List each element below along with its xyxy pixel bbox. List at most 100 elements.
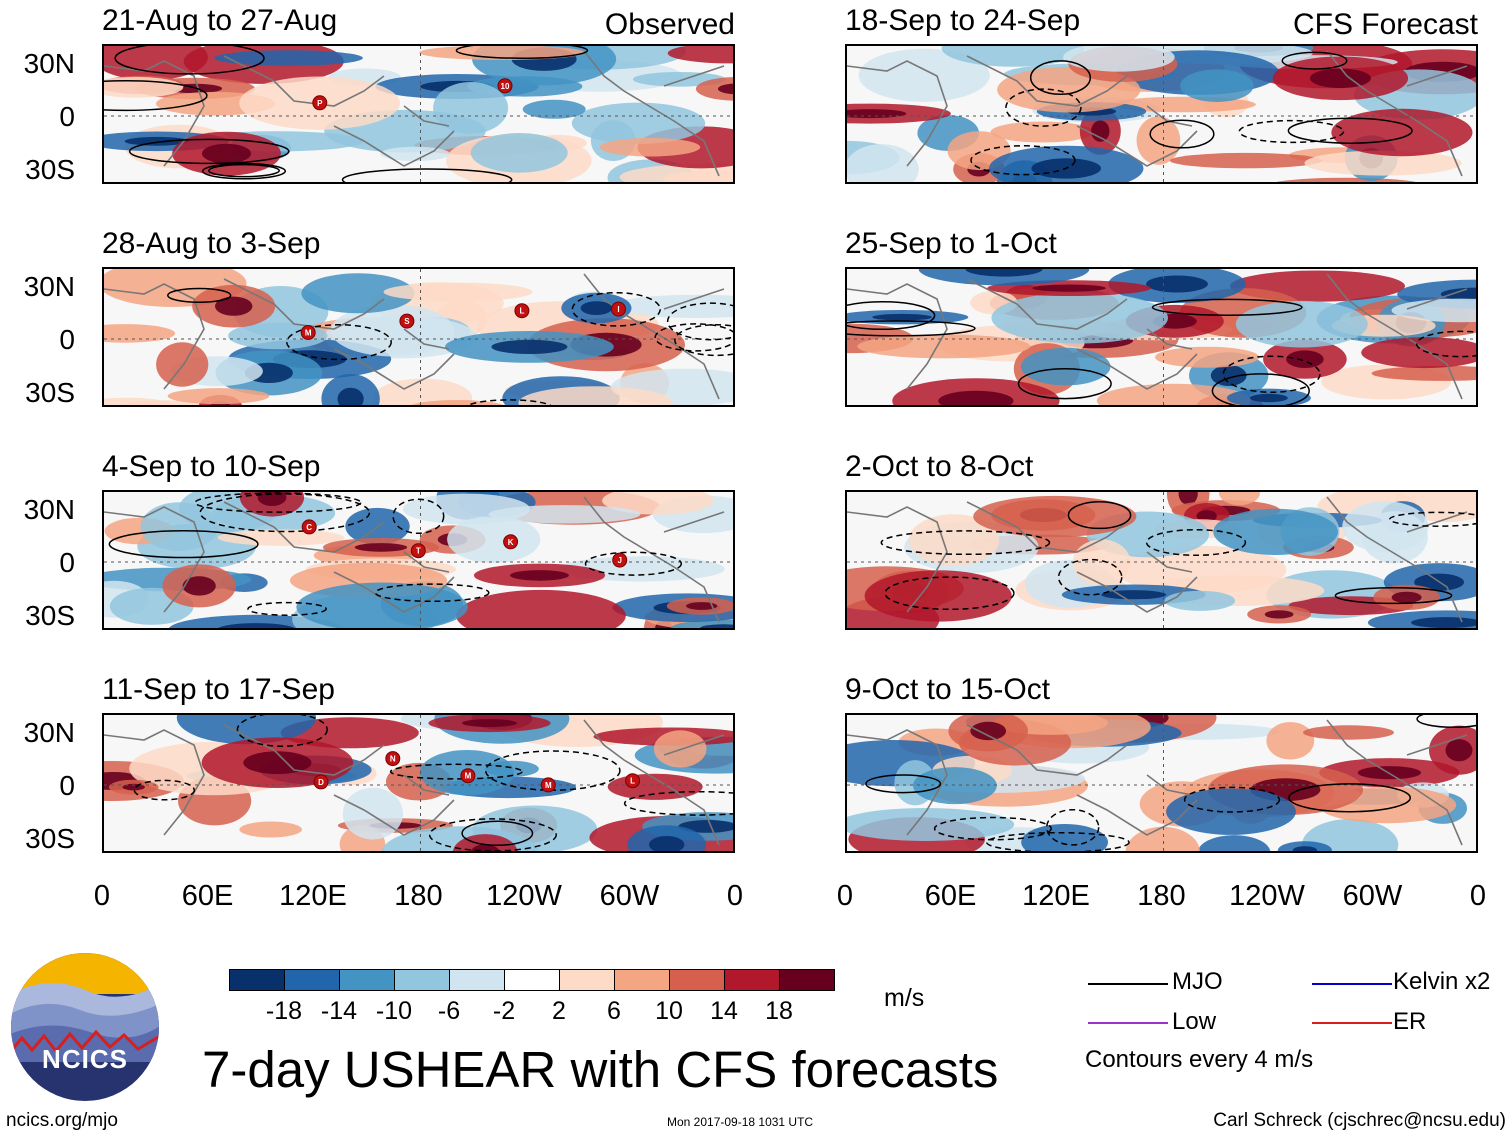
lon-tick-label: 60E: [924, 880, 977, 912]
shear-anomaly-blob: [695, 77, 733, 101]
storm-marker: N: [385, 751, 401, 767]
mjo-contour: [428, 818, 557, 851]
mjo-contour: [1057, 558, 1123, 596]
shear-anomaly-blob: [1136, 116, 1181, 165]
contour-note: Contours every 4 m/s: [1085, 1046, 1314, 1073]
mjo-contour: [666, 302, 733, 341]
shear-core-blob: [1440, 287, 1476, 301]
mjo-contour: [933, 816, 1052, 841]
coastline: [847, 729, 948, 836]
lat-label: 30S: [25, 377, 75, 408]
lon-tick-label: 0: [1469, 880, 1487, 912]
shear-core-blob: [1286, 350, 1324, 368]
storm-marker-dot: [312, 95, 328, 111]
shear-core-blob: [1146, 275, 1208, 293]
shear-core-blob: [462, 719, 517, 728]
storm-marker: M: [460, 768, 476, 784]
colorbar-tick-label: -2: [492, 997, 516, 1025]
shear-core-blob: [243, 751, 312, 775]
logo-text: NCICS: [42, 1044, 128, 1074]
shear-anomaly-blob: [602, 492, 714, 515]
coastline: [1326, 50, 1463, 177]
mjo-contour: [1017, 368, 1112, 400]
shear-core-blob: [1210, 365, 1247, 386]
shear-anomaly-blob: [1301, 819, 1399, 851]
figure-title: 7-day USHEAR with CFS forecasts: [202, 1041, 999, 1098]
forecast-map-0: [845, 44, 1478, 184]
shear-core-blob: [970, 721, 1007, 741]
shear-anomaly-blob: [447, 515, 541, 563]
legend-label: MJO: [1172, 968, 1223, 995]
lon-tick-label: 0: [93, 880, 111, 912]
mjo-contour: [1067, 501, 1132, 530]
observed-map-svg: D N M M L: [104, 715, 733, 851]
lat-label: 30N: [23, 271, 75, 302]
coastline: [966, 724, 1128, 776]
shear-anomaly-blob: [607, 773, 703, 800]
shear-anomaly-blob: [1169, 152, 1322, 169]
coastline: [1146, 774, 1193, 796]
shear-anomaly-blob: [433, 82, 509, 134]
colorbar-tick-label: 18: [765, 997, 793, 1025]
coastline: [333, 571, 455, 613]
mjo-contour: [208, 163, 280, 178]
colorbar-swatch: [449, 969, 505, 991]
shear-anomaly-blob: [1331, 108, 1473, 157]
coastline: [1406, 288, 1468, 310]
footer-url: ncics.org/mjo: [6, 1110, 118, 1131]
colorbar-swatch: [394, 969, 450, 991]
storm-marker: M: [540, 777, 556, 793]
shear-anomaly-blob: [419, 46, 586, 60]
shear-core-blob: [1445, 739, 1473, 762]
lat-label: 30S: [25, 600, 75, 631]
shear-anomaly-blob: [1391, 298, 1476, 323]
shear-core-blob: [1411, 617, 1476, 628]
shear-core-blob: [1309, 68, 1371, 89]
panel-title-observed-1: 28-Aug to 3-Sep: [102, 227, 321, 260]
shear-core-blob: [1196, 510, 1217, 522]
shear-core-blob: [717, 83, 733, 95]
coastline: [583, 273, 720, 400]
shear-anomaly-blob: [1063, 46, 1175, 72]
storm-marker-dot: [301, 519, 317, 535]
mjo-contour: [392, 498, 445, 535]
storm-marker-label: L: [519, 307, 524, 316]
coastline: [403, 774, 450, 796]
shear-anomaly-blob: [280, 717, 419, 749]
lon-tick-label: 120E: [279, 880, 347, 912]
shear-anomaly-blob: [973, 495, 1137, 538]
coastline: [1326, 273, 1463, 400]
shear-core-blob: [678, 820, 733, 833]
legend-label: ER: [1393, 1008, 1427, 1035]
colorbar-swatch: [779, 969, 835, 991]
shear-anomaly-blob: [990, 121, 1095, 143]
shear-anomaly-blob: [156, 342, 209, 387]
mjo-contour: [654, 323, 733, 352]
observed-map-2: C T K J: [102, 490, 735, 630]
shear-anomaly-blob: [518, 386, 673, 405]
shear-core-blob: [700, 624, 733, 628]
storm-marker-label: N: [390, 755, 396, 764]
mjo-contour: [1238, 119, 1345, 144]
observed-map-svg: C T K J: [104, 492, 733, 628]
mjo-contour: [847, 320, 976, 337]
shear-core-blob: [1091, 120, 1110, 142]
storm-marker-dot: [410, 543, 426, 559]
shear-core-blob: [1292, 846, 1318, 851]
storm-marker: J: [612, 552, 628, 568]
shear-anomaly-blob: [383, 282, 533, 302]
panel-title-forecast-2: 2-Oct to 8-Oct: [845, 450, 1034, 483]
storm-marker-dot: [611, 301, 626, 317]
storm-marker-dot: [300, 325, 316, 340]
mjo-contour: [1388, 511, 1476, 527]
lat-label: 30S: [25, 823, 75, 854]
mjo-contour: [1145, 528, 1247, 557]
mjo-contour: [461, 820, 534, 847]
shear-anomaly-blob: [571, 102, 706, 144]
colorbar-tick-label: 2: [552, 997, 566, 1025]
shear-anomaly-blob: [485, 760, 539, 777]
colorbar-tick-label: 6: [607, 997, 621, 1025]
coastline: [223, 724, 385, 776]
shear-core-blob: [470, 844, 500, 851]
panel-title-forecast-0: 18-Sep to 24-Sep: [845, 4, 1081, 37]
